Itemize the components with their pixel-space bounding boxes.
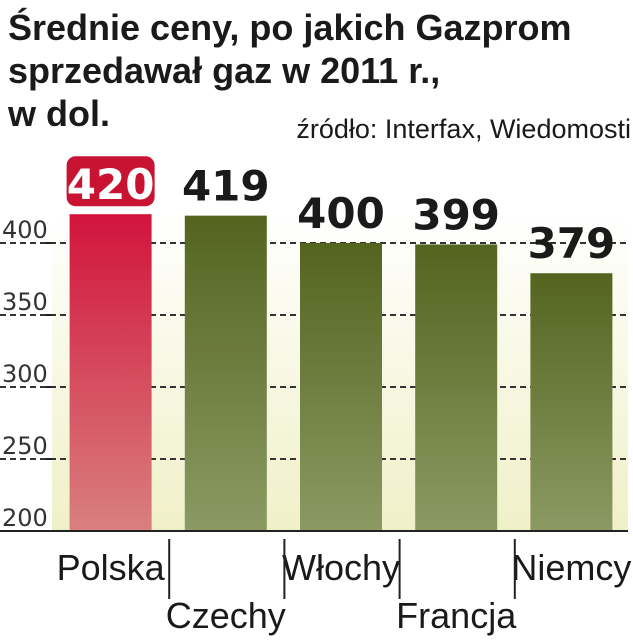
chart-title-line-1: Średnie ceny, po jakich Gazprom	[8, 7, 572, 48]
value-label-czechy: 419	[182, 162, 270, 211]
y-tick-label-250: 250	[2, 432, 48, 460]
y-tick-label-200: 200	[2, 504, 48, 532]
chart-title: Średnie ceny, po jakich Gazprom sprzedaw…	[8, 6, 572, 135]
chart-source: źródło: Interfax, Wiedomosti	[296, 114, 631, 144]
category-label-francja: Francja	[396, 595, 517, 636]
chart-title-line-3: w dol.	[8, 93, 110, 134]
value-label-polska: 420	[67, 160, 155, 209]
value-label-francja: 399	[412, 190, 500, 239]
y-tick-label-300: 300	[2, 360, 48, 388]
category-label-włochy: Włochy	[282, 547, 400, 588]
category-label-niemcy: Niemcy	[511, 547, 631, 588]
chart-title-line-2: sprzedawał gaz w 2011 r.,	[8, 50, 441, 91]
bar-czechy	[184, 215, 267, 531]
bar-francja	[415, 244, 498, 531]
category-label-czechy: Czechy	[166, 595, 286, 636]
bar-włochy	[300, 243, 382, 531]
y-tick-label-400: 400	[2, 216, 48, 244]
y-tick-label-350: 350	[2, 288, 48, 316]
value-label-niemcy: 379	[528, 219, 616, 268]
bar-polska	[69, 214, 152, 531]
bar-niemcy	[530, 273, 613, 531]
value-label-włochy: 400	[297, 189, 385, 238]
value-badge	[66, 156, 155, 207]
category-label-polska: Polska	[57, 547, 166, 588]
